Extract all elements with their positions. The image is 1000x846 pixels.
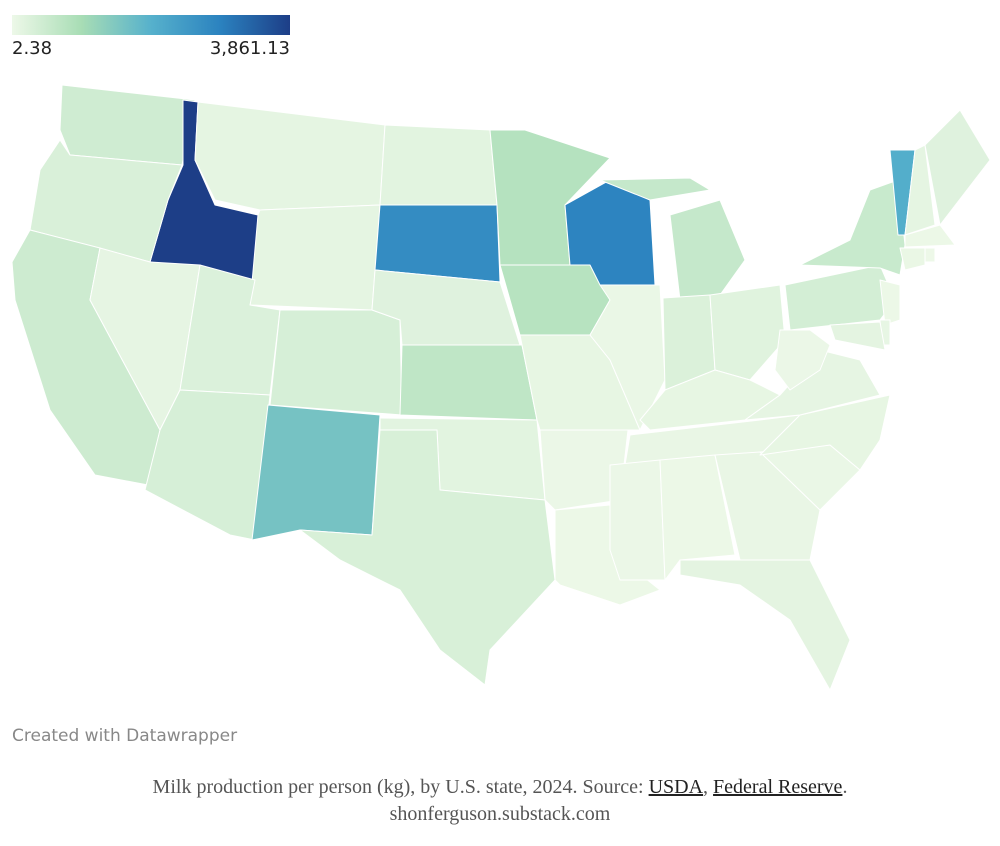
states xyxy=(11,84,991,691)
state xyxy=(904,144,936,236)
state xyxy=(194,101,386,211)
state xyxy=(774,329,831,391)
state xyxy=(374,204,501,283)
legend-bar xyxy=(12,15,290,35)
state xyxy=(639,369,781,431)
legend-label: 2.38 xyxy=(12,38,52,59)
state xyxy=(609,459,666,581)
state xyxy=(709,284,786,381)
byline: shonferguson.substack.com xyxy=(390,803,611,825)
caption-text: , xyxy=(703,776,713,798)
credit: Created with Datawrapper xyxy=(12,726,237,746)
state xyxy=(784,264,896,331)
state xyxy=(924,109,991,226)
state xyxy=(269,309,403,416)
caption: Milk production per person (kg), by U.S.… xyxy=(153,776,848,798)
caption-text: Milk production per person (kg), by U.S.… xyxy=(153,776,649,798)
state xyxy=(499,264,611,336)
state xyxy=(714,451,821,561)
state xyxy=(799,179,906,276)
state xyxy=(249,204,381,311)
state xyxy=(29,139,183,263)
state xyxy=(399,344,538,421)
state xyxy=(904,224,956,248)
state xyxy=(659,454,736,581)
caption-text: . xyxy=(842,776,847,798)
state xyxy=(144,389,271,541)
state xyxy=(539,429,629,511)
state xyxy=(899,247,926,271)
state xyxy=(59,84,196,166)
state xyxy=(879,279,901,326)
state xyxy=(379,124,498,206)
state xyxy=(251,404,381,541)
state xyxy=(829,321,886,351)
legend-label: 3,861.13 xyxy=(210,38,290,59)
state xyxy=(744,349,881,421)
state xyxy=(679,559,851,691)
state xyxy=(599,177,746,301)
state xyxy=(924,247,936,263)
state xyxy=(589,284,666,431)
source-link[interactable]: USDA xyxy=(649,776,704,798)
source-link[interactable]: Federal Reserve xyxy=(713,776,843,798)
